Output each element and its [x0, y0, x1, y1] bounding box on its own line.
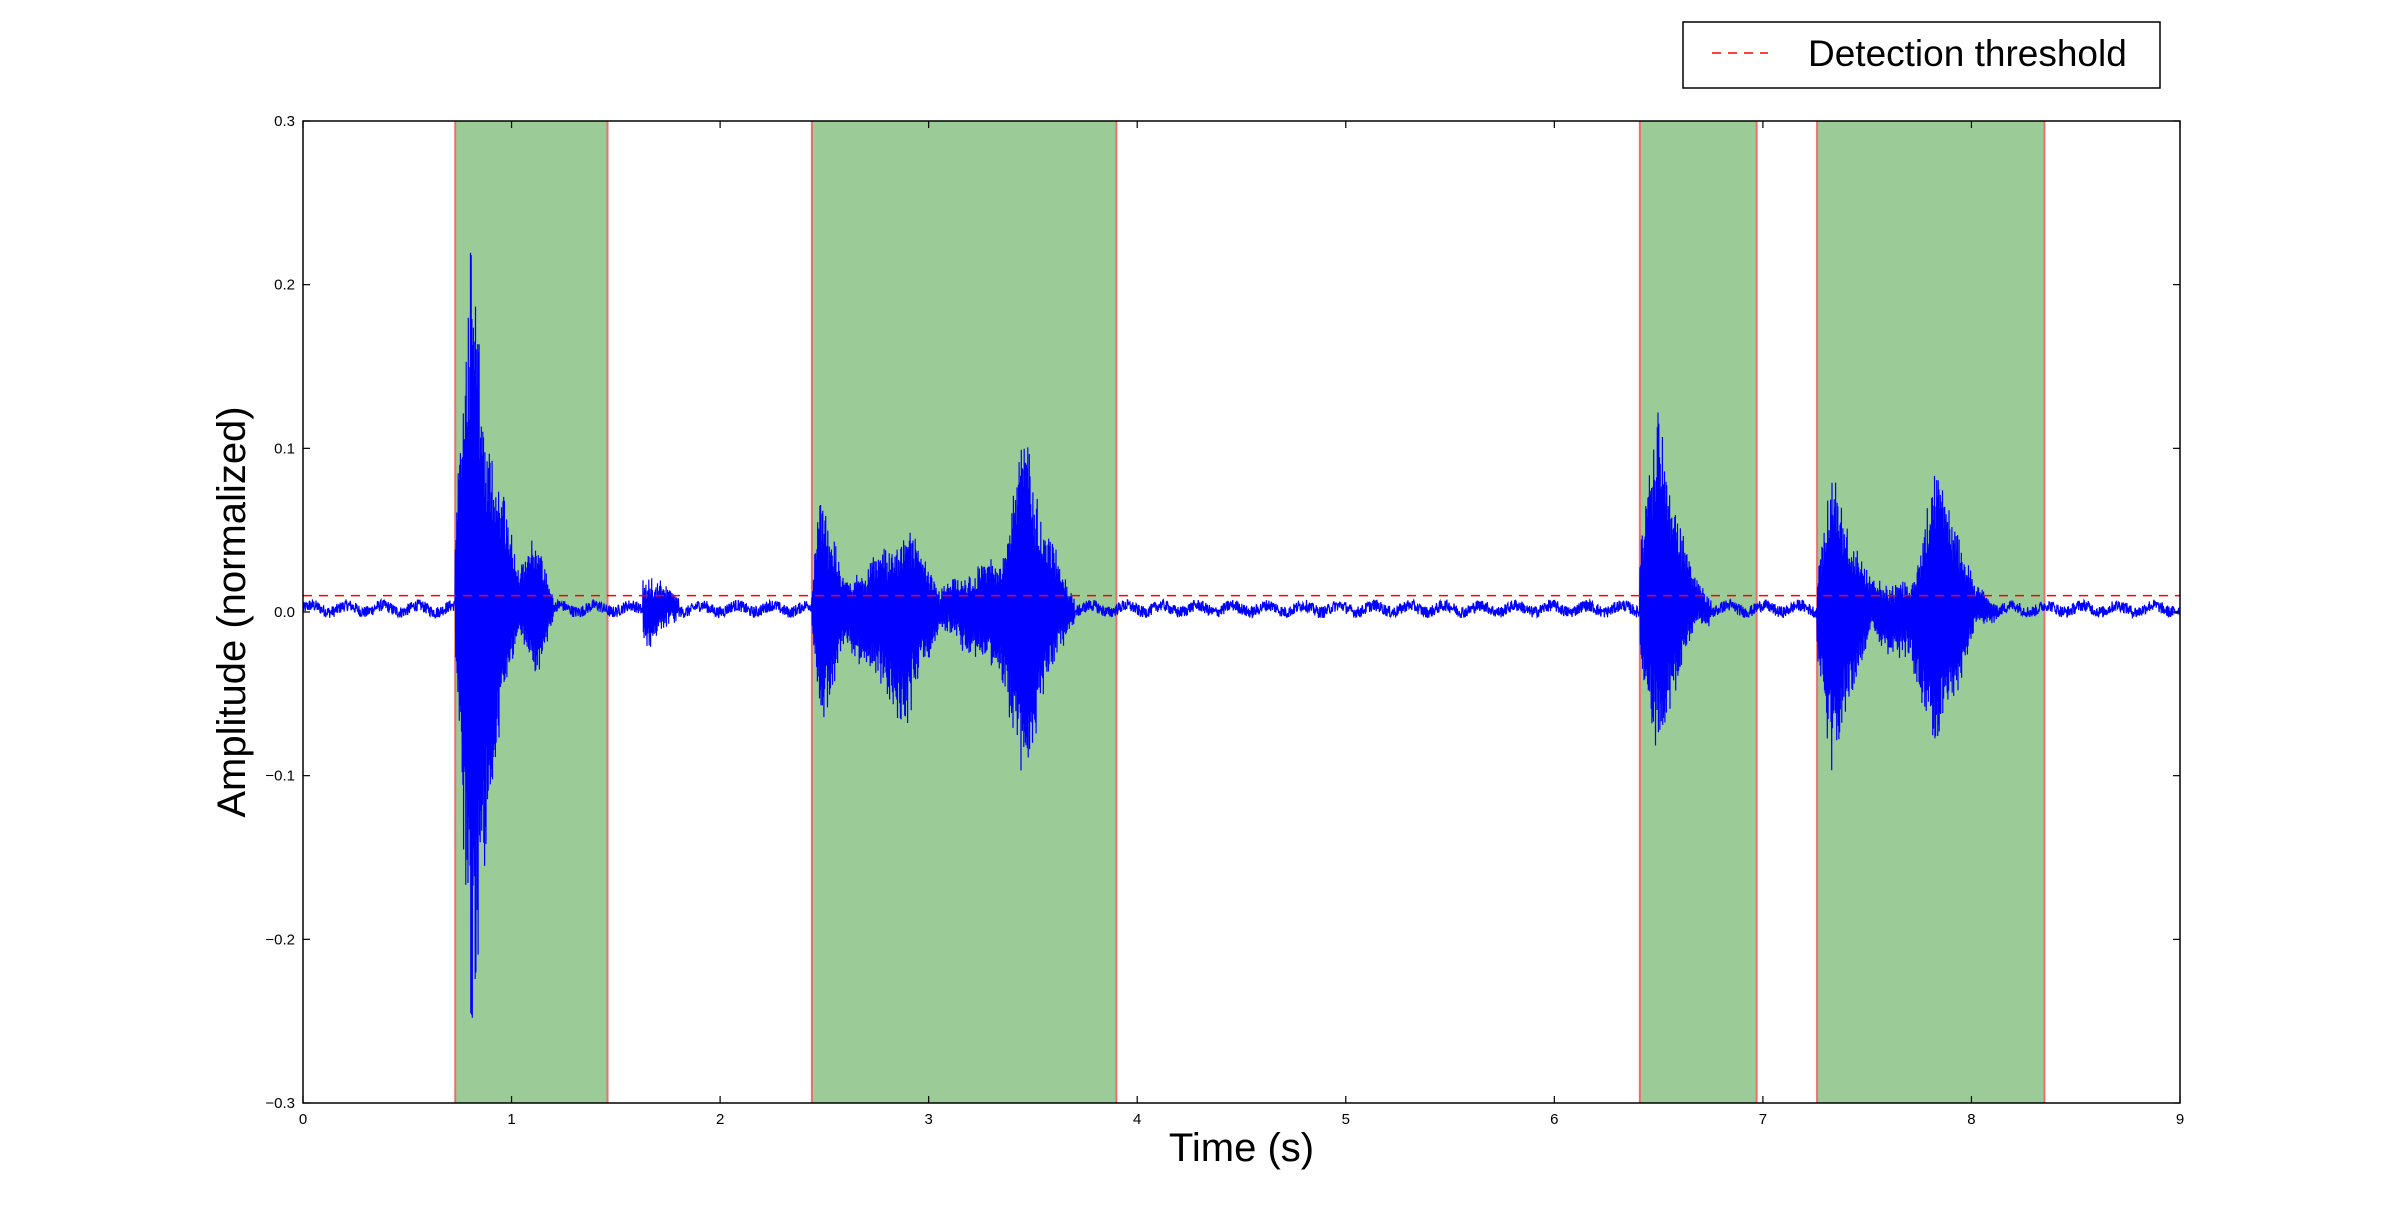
y-tick-label: 0.2	[274, 277, 295, 294]
x-tick-label: 2	[716, 1111, 724, 1128]
x-tick-label: 5	[1342, 1111, 1350, 1128]
y-axis-label: Amplitude (normalized)	[210, 406, 254, 817]
x-tick-label: 8	[1967, 1111, 1975, 1128]
legend-label-threshold: Detection threshold	[1808, 33, 2127, 74]
legend: Detection threshold	[1682, 21, 2161, 89]
x-axis-label: Time (s)	[1169, 1126, 1314, 1170]
y-tick-label: −0.1	[265, 768, 295, 785]
x-tick-label: 9	[2176, 1111, 2184, 1128]
signal-line	[302, 252, 2181, 1018]
x-tick-label: 7	[1759, 1111, 1767, 1128]
x-tick-label: 0	[299, 1111, 307, 1128]
signal-series	[302, 252, 2181, 1018]
x-tick-label: 3	[924, 1111, 932, 1128]
legend-box	[1682, 21, 2161, 89]
y-tick-label: 0.1	[274, 440, 295, 457]
x-tick-label: 1	[507, 1111, 515, 1128]
axis-ticks: 0 1 2 3 4 5 6 7 8 9 −0.3 −0.2 −0.1 0.0 0.1 0.2 0.3	[265, 113, 2184, 1128]
x-tick-label: 6	[1550, 1111, 1558, 1128]
y-tick-label: 0.0	[274, 604, 295, 621]
y-tick-label: −0.3	[265, 1095, 295, 1112]
x-tick-label: 4	[1133, 1111, 1141, 1128]
y-tick-label: −0.2	[265, 931, 295, 948]
y-tick-label: 0.3	[274, 113, 295, 130]
